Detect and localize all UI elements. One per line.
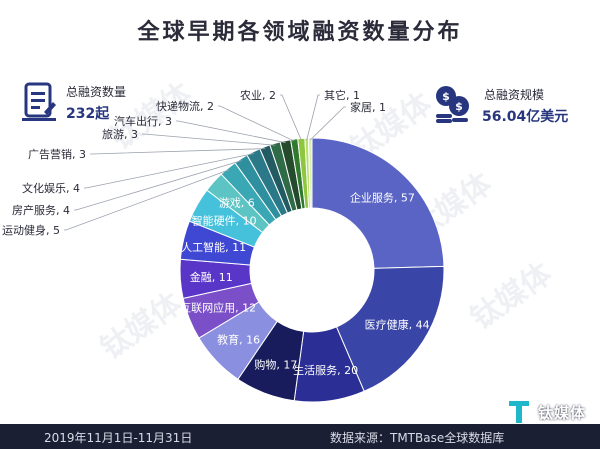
- tmt-logo-mark-icon: [509, 401, 535, 423]
- leader-line: [309, 106, 346, 141]
- leader-line: [306, 94, 320, 141]
- leader-line: [84, 153, 255, 189]
- total-count-stat: 总融资数量 232起: [22, 82, 182, 128]
- slice-label: 购物, 17: [254, 357, 297, 371]
- document-list-icon: [22, 82, 56, 121]
- slice-label: 汽车出行, 3: [114, 114, 172, 128]
- donut-slices: [179, 137, 445, 403]
- leader-line: [90, 148, 266, 155]
- slice-label: 其它, 1: [324, 88, 360, 102]
- slice-label: 企业服务, 57: [350, 191, 415, 205]
- slice-label: 互联网应用, 12: [180, 300, 256, 314]
- total-scale-value: 56.04亿美元: [482, 109, 569, 125]
- donut-slice: [311, 137, 445, 269]
- leader-line: [74, 160, 243, 211]
- leader-line: [64, 169, 230, 231]
- slice-label: 文化娱乐, 4: [22, 181, 80, 195]
- slice-label: 金融, 11: [190, 270, 233, 284]
- donut-slice: [307, 137, 313, 209]
- slice-label: 智能硬件, 10: [192, 213, 257, 227]
- logo-brand-text: 钛媒体: [538, 404, 587, 422]
- slice-label: 运动健身, 5: [2, 223, 60, 237]
- footer-source: 数据来源：TMTBase全球数据库: [330, 431, 505, 445]
- coin-stack-icon: $ $: [436, 86, 469, 123]
- watermark-text: 钛媒体: [95, 286, 190, 367]
- svg-text:$: $: [442, 90, 450, 103]
- total-scale-stat: $ $ 总融资规模 56.04亿美元: [432, 84, 592, 130]
- slice-label: 人工智能, 11: [181, 240, 246, 254]
- slice-label: 房产服务, 4: [12, 203, 70, 217]
- footer-bar: 2019年11月1日-11月31日 数据来源：TMTBase全球数据库: [0, 424, 600, 449]
- slice-label: 家居, 1: [350, 100, 386, 114]
- total-count-label: 总融资数量: [66, 85, 127, 99]
- donut-slice: [335, 265, 445, 392]
- slice-label: 旅游, 3: [102, 127, 138, 141]
- slice-label: 教育, 16: [217, 332, 260, 346]
- slice-label: 广告营销, 3: [28, 147, 86, 161]
- slice-label: 生活服务, 20: [293, 363, 358, 377]
- total-scale-label: 总融资规模: [484, 88, 545, 102]
- leader-line: [218, 105, 295, 142]
- chart-title: 全球早期各领域融资数量分布: [137, 20, 463, 45]
- slice-label: 医疗健康, 44: [365, 317, 430, 331]
- tmtpost-logo: 钛媒体: [508, 398, 596, 424]
- slice-label: 快递物流, 2: [156, 99, 214, 113]
- leader-line: [280, 94, 302, 141]
- slice-label: 农业, 2: [240, 88, 276, 102]
- watermark-text: 钛媒体: [465, 256, 560, 337]
- leader-line: [176, 120, 286, 144]
- slice-label: 游戏, 6: [219, 197, 255, 210]
- footer-date-range: 2019年11月1日-11月31日: [44, 431, 193, 445]
- leader-lines: [64, 94, 346, 231]
- total-count-value: 232起: [66, 106, 110, 122]
- svg-text:$: $: [455, 100, 463, 113]
- leader-line: [142, 133, 276, 146]
